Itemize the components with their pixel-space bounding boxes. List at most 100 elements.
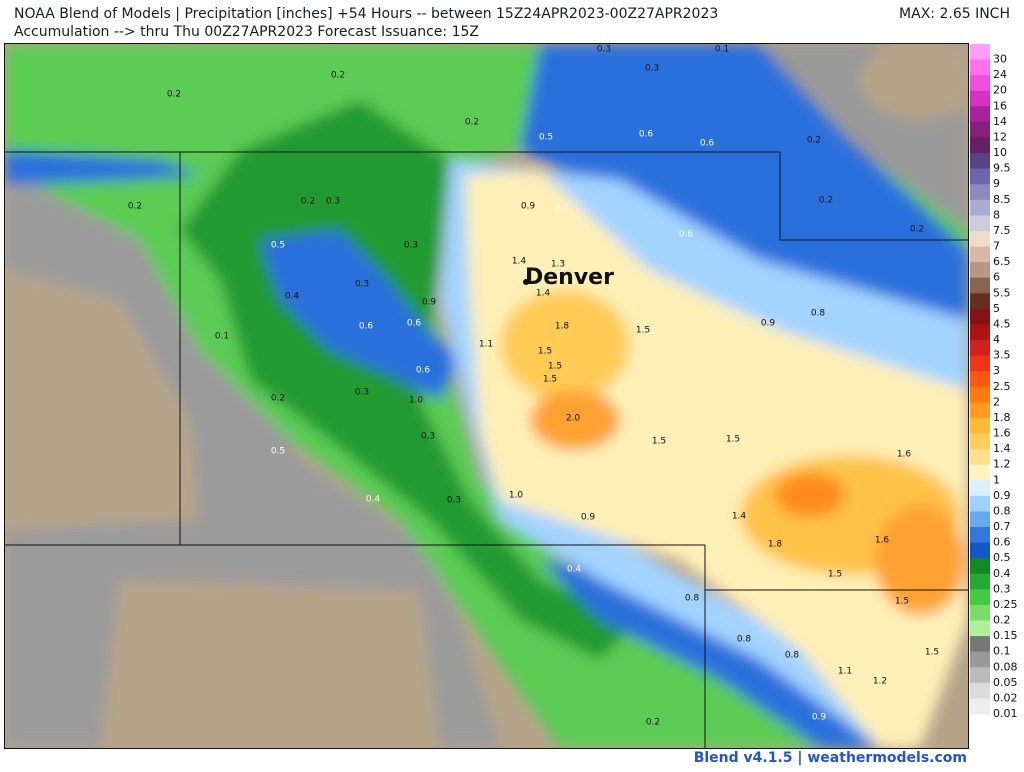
tan-area: [100, 580, 440, 748]
legend-swatch: [970, 480, 990, 497]
value-label: 0.6: [359, 322, 374, 332]
legend-label: 1.2: [993, 458, 1011, 471]
value-label: 0.2: [819, 196, 833, 206]
value-label: 0.4: [567, 565, 582, 575]
legend-swatch: [970, 433, 990, 450]
legend-label: 0.02: [993, 691, 1018, 704]
legend-label: 6.5: [993, 255, 1011, 268]
legend-swatch: [970, 402, 990, 419]
map: Denver 0.3 0.1 0.2 0.3 0.2 0.2 0.5 0.6 0.6 0.2 0.2…: [5, 44, 968, 748]
value-label: 1.1: [479, 340, 493, 350]
legend-label: 8: [993, 208, 1000, 221]
legend: 302420161412109.598.587.576.565.554.543.…: [970, 44, 1018, 720]
value-label: 1.5: [925, 648, 939, 658]
legend-label: 0.4: [993, 567, 1011, 580]
value-label: 1.8: [768, 540, 783, 550]
value-label: 1.5: [543, 375, 557, 385]
precip-field: [5, 44, 968, 748]
legend-label: 16: [993, 99, 1007, 112]
legend-swatch: [970, 230, 990, 248]
value-label: 0.8: [685, 594, 700, 604]
value-label: 0.3: [404, 241, 418, 251]
legend-label: 1.4: [993, 442, 1011, 455]
orange-area: [500, 290, 630, 400]
legend-label: 9.5: [993, 162, 1011, 175]
legend-label: 0.05: [993, 676, 1018, 689]
legend-label: 12: [993, 130, 1007, 143]
legend-swatch: [970, 340, 990, 357]
legend-label: 0.7: [993, 520, 1011, 533]
legend-swatch: [970, 246, 990, 263]
state-border: [704, 545, 968, 591]
legend-swatch: [970, 324, 990, 341]
footer: Blend v4.1.5 | weathermodels.com: [694, 750, 967, 766]
value-label: 0.2: [301, 197, 315, 207]
value-label: 0.2: [646, 718, 660, 728]
legend-label: 0.08: [993, 660, 1018, 673]
legend-swatch: [970, 168, 990, 185]
legend-label: 3.5: [993, 349, 1011, 362]
value-label: 0.4: [366, 495, 381, 505]
value-label: 0.6: [700, 139, 715, 149]
value-label: 0.9: [812, 713, 827, 723]
legend-label: 20: [993, 84, 1007, 97]
value-label: 0.9: [581, 513, 596, 523]
value-label: 0.6: [416, 366, 431, 376]
value-label: 0.2: [167, 90, 181, 100]
legend-swatch: [970, 184, 990, 201]
value-label: 0.6: [407, 319, 422, 329]
value-label: 1.5: [895, 597, 909, 607]
legend-swatch: [970, 386, 990, 403]
legend-swatch: [970, 293, 990, 310]
legend-swatch: [970, 651, 990, 668]
legend-swatch: [970, 59, 990, 76]
orange-area: [875, 505, 965, 615]
legend-label: 0.2: [993, 614, 1011, 627]
value-label: 1.5: [548, 362, 562, 372]
value-label: 0.5: [271, 447, 285, 457]
legend-label: 7.5: [993, 224, 1011, 237]
legend-swatch: [970, 527, 990, 544]
max-value: MAX: 2.65 INCH: [899, 6, 1010, 22]
value-label: 1.4: [512, 257, 527, 267]
value-label: 0.2: [331, 71, 345, 81]
legend-swatch: [970, 153, 990, 170]
legend-label: 6: [993, 271, 1000, 284]
value-label: 0.3: [447, 496, 461, 506]
value-label: 0.8: [785, 651, 800, 661]
value-label: 1.4: [732, 512, 747, 522]
value-label: 0.8: [811, 309, 826, 319]
legend-label: 0.5: [993, 551, 1011, 564]
legend-swatch: [970, 215, 990, 232]
blue-area: [520, 44, 968, 320]
value-label: 0.2: [465, 118, 479, 128]
header-title: NOAA Blend of Models | Precipitation [in…: [14, 6, 718, 22]
legend-label: 14: [993, 115, 1007, 128]
orange-area: [530, 390, 620, 450]
legend-swatch: [970, 121, 990, 138]
blue-area: [5, 150, 200, 185]
value-label: 0.3: [421, 432, 435, 442]
value-label: 0.7: [555, 204, 569, 214]
value-label: 0.5: [271, 241, 285, 251]
blue-area: [260, 230, 460, 400]
legend-swatch: [970, 636, 990, 653]
blue-area: [540, 560, 900, 748]
legend-swatch: [970, 589, 990, 606]
legend-swatch: [970, 90, 990, 107]
legend-swatch: [970, 604, 990, 622]
value-label: 0.1: [715, 45, 729, 55]
value-label: 0.2: [128, 202, 142, 212]
value-label: 1.4: [536, 289, 551, 299]
value-label: 0.3: [645, 64, 659, 74]
value-label: 0.9: [761, 319, 776, 329]
header-subtitle: Accumulation --> thru Thu 00Z27APR2023 F…: [14, 24, 479, 40]
tan-area: [5, 270, 200, 530]
legend-label: 3: [993, 364, 1000, 377]
legend-swatch: [970, 573, 990, 590]
legend-swatch: [970, 464, 990, 481]
map-frame: [4, 43, 969, 749]
value-label: 1.0: [409, 396, 424, 406]
value-label: 0.1: [215, 332, 229, 342]
value-label: 0.6: [639, 130, 654, 140]
